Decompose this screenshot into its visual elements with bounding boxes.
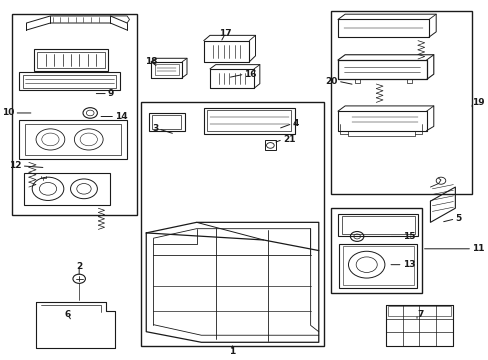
Bar xyxy=(341,216,414,234)
Text: 5: 5 xyxy=(454,214,461,223)
Bar xyxy=(12,14,137,215)
Text: 7: 7 xyxy=(416,310,423,319)
Text: 20: 20 xyxy=(325,77,337,86)
Text: 13: 13 xyxy=(402,260,414,269)
Bar xyxy=(141,102,323,346)
Bar xyxy=(155,64,179,75)
Text: 9: 9 xyxy=(108,89,114,98)
Text: 19: 19 xyxy=(471,98,484,107)
Bar xyxy=(330,11,471,194)
Bar xyxy=(34,49,108,71)
Text: 16: 16 xyxy=(244,70,257,79)
Text: 6: 6 xyxy=(64,310,70,319)
Bar xyxy=(38,52,104,68)
Text: 11: 11 xyxy=(471,244,484,253)
Bar xyxy=(207,110,291,131)
Bar xyxy=(337,213,418,237)
Text: 4: 4 xyxy=(292,119,298,128)
Bar xyxy=(19,72,120,90)
Bar xyxy=(387,306,449,316)
Text: 14: 14 xyxy=(115,112,127,121)
Bar xyxy=(24,173,110,205)
Text: 10: 10 xyxy=(2,108,15,117)
Text: 12: 12 xyxy=(9,161,21,170)
Bar xyxy=(148,113,184,131)
Bar xyxy=(23,75,116,87)
Text: 1: 1 xyxy=(229,347,235,356)
Bar xyxy=(339,243,416,288)
Bar xyxy=(19,120,127,159)
Text: 2: 2 xyxy=(76,262,82,271)
Text: 3: 3 xyxy=(152,124,158,133)
Text: 17: 17 xyxy=(219,29,231,38)
Bar xyxy=(25,123,121,155)
Bar xyxy=(152,116,181,129)
Text: 21: 21 xyxy=(282,135,295,144)
Bar xyxy=(264,140,275,150)
Text: 18: 18 xyxy=(144,57,157,66)
Bar xyxy=(330,208,421,293)
Text: 15: 15 xyxy=(402,232,414,241)
Bar xyxy=(203,108,294,134)
Bar xyxy=(342,246,413,285)
